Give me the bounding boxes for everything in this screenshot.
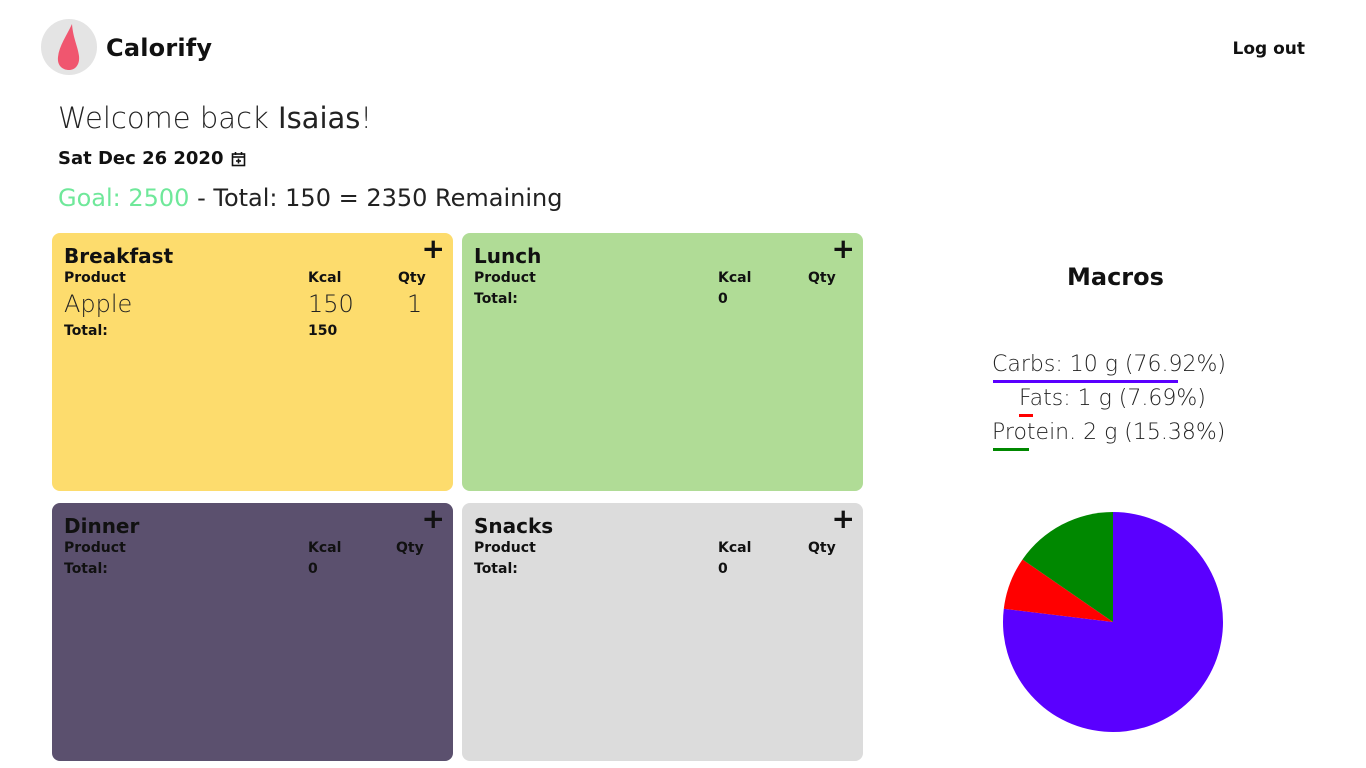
column-header-qty: Qty xyxy=(808,540,836,556)
plus-icon[interactable]: + xyxy=(421,232,445,265)
pie-slice-fats xyxy=(1003,559,1113,622)
column-header-product: Product xyxy=(64,270,126,286)
macro-protein-label: Protein. 2 g (15.38%) xyxy=(992,420,1226,445)
app-name[interactable]: Calorify xyxy=(106,34,213,62)
plus-icon[interactable]: + xyxy=(831,502,855,535)
macro-carbs-underline xyxy=(993,380,1178,383)
meal-total-kcal: 0 xyxy=(718,291,728,307)
meal-title: Lunch xyxy=(474,244,542,268)
meal-card-dinner: Dinner + Product Kcal Qty Total: 0 xyxy=(52,503,453,761)
macro-fats-underline xyxy=(1019,414,1033,417)
drop-icon xyxy=(57,24,80,70)
meal-card-breakfast: Breakfast + Product Kcal Qty Apple 150 1… xyxy=(52,233,453,491)
meal-total-label: Total: xyxy=(64,323,108,339)
macros-title: Macros xyxy=(1067,263,1164,291)
column-header-kcal: Kcal xyxy=(718,540,752,556)
user-name: Isaias xyxy=(278,101,361,135)
column-header-kcal: Kcal xyxy=(718,270,752,286)
plus-icon[interactable]: + xyxy=(831,232,855,265)
meal-title: Dinner xyxy=(64,514,140,538)
column-header-kcal: Kcal xyxy=(308,540,342,556)
meal-title: Snacks xyxy=(474,514,554,538)
meal-total-label: Total: xyxy=(474,561,518,577)
macro-carbs-label: Carbs: 10 g (76.92%) xyxy=(992,352,1226,377)
plus-icon[interactable]: + xyxy=(421,502,445,535)
calorie-summary: Goal: 2500 - Total: 150 = 2350 Remaining xyxy=(58,184,562,212)
meal-total-kcal: 0 xyxy=(718,561,728,577)
macro-protein-underline xyxy=(993,448,1029,451)
welcome-suffix: ! xyxy=(360,101,373,135)
date-selector: Sat Dec 26 2020 xyxy=(58,148,246,169)
app-logo xyxy=(41,19,97,75)
goal-value: Goal: 2500 xyxy=(58,184,190,212)
food-item-kcal: 150 xyxy=(308,290,354,318)
column-header-qty: Qty xyxy=(398,270,426,286)
macros-pie-chart xyxy=(1003,512,1223,732)
meal-title: Breakfast xyxy=(64,244,174,268)
meal-total-kcal: 0 xyxy=(308,561,318,577)
pie-slice-protein xyxy=(1022,512,1113,622)
food-item-product[interactable]: Apple xyxy=(64,290,133,318)
column-header-product: Product xyxy=(474,270,536,286)
welcome-prefix: Welcome back xyxy=(58,101,269,135)
current-date: Sat Dec 26 2020 xyxy=(58,148,224,169)
macro-fats-label: Fats: 1 g (7.69%) xyxy=(1019,386,1206,411)
food-item-qty: 1 xyxy=(407,290,423,318)
welcome-heading: Welcome back Isaias! xyxy=(58,101,372,135)
column-header-product: Product xyxy=(64,540,126,556)
remaining-summary: - Total: 150 = 2350 Remaining xyxy=(197,184,563,212)
column-header-qty: Qty xyxy=(808,270,836,286)
meal-card-snacks: Snacks + Product Kcal Qty Total: 0 xyxy=(462,503,863,761)
meal-total-label: Total: xyxy=(474,291,518,307)
meal-card-lunch: Lunch + Product Kcal Qty Total: 0 xyxy=(462,233,863,491)
logout-button[interactable]: Log out xyxy=(1232,39,1305,59)
column-header-qty: Qty xyxy=(396,540,424,556)
meal-total-kcal: 150 xyxy=(308,323,338,339)
column-header-kcal: Kcal xyxy=(308,270,342,286)
meal-total-label: Total: xyxy=(64,561,108,577)
calendar-icon[interactable] xyxy=(231,151,246,167)
column-header-product: Product xyxy=(474,540,536,556)
